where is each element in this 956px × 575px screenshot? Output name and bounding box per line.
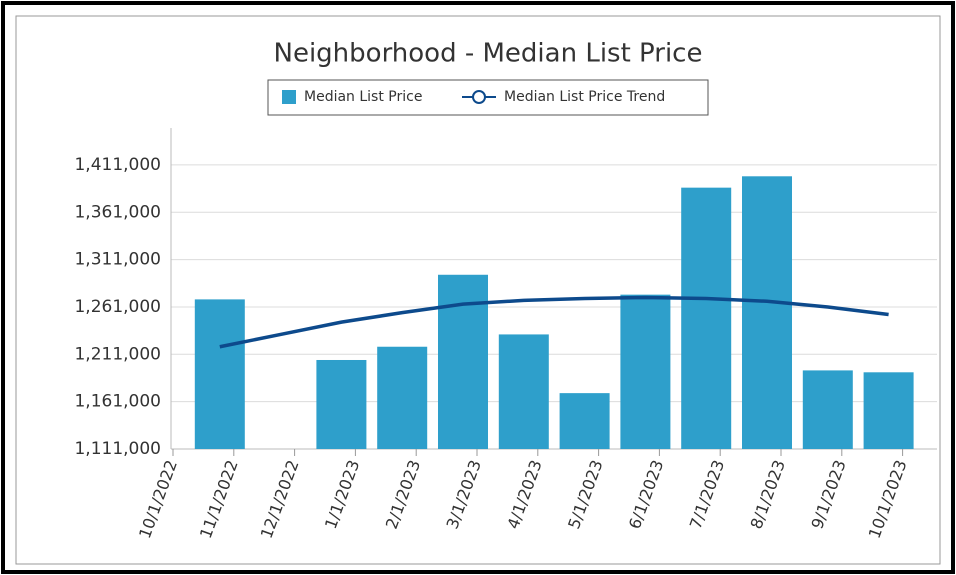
y-tick-label: 1,261,000 <box>74 297 161 317</box>
chart-title: Neighborhood - Median List Price <box>274 39 703 69</box>
x-tick-label: 8/1/2023 <box>747 457 789 531</box>
inner-frame <box>15 15 941 565</box>
bar <box>438 274 488 449</box>
trend-line <box>219 295 889 349</box>
y-tick-label: 1,411,000 <box>74 155 161 175</box>
x-tick-label: 9/1/2023 <box>807 457 849 531</box>
bar <box>377 346 428 449</box>
x-tick-label: 4/1/2023 <box>503 457 545 531</box>
x-tick-label: 10/1/2023 <box>865 457 911 541</box>
bar <box>863 372 914 449</box>
y-tick-label: 1,111,000 <box>74 439 161 459</box>
bar <box>802 370 853 449</box>
x-tick-label: 10/1/2022 <box>135 457 181 541</box>
legend-label: Median List Price <box>304 89 422 105</box>
x-tick-label: 3/1/2023 <box>443 457 485 531</box>
x-tick-label: 12/1/2022 <box>257 457 303 541</box>
legend-label: Median List Price Trend <box>504 89 665 105</box>
bar <box>742 176 792 449</box>
y-tick-label: 1,211,000 <box>74 344 161 364</box>
y-tick-label: 1,311,000 <box>74 250 161 270</box>
legend-marker <box>472 90 486 104</box>
bar <box>498 334 549 449</box>
bar <box>194 299 245 449</box>
legend-swatch <box>282 90 296 104</box>
bar <box>559 393 610 449</box>
x-tick-label: 2/1/2023 <box>382 457 424 531</box>
x-tick-label: 11/1/2022 <box>196 457 242 541</box>
x-tick-label: 5/1/2023 <box>564 457 606 531</box>
bar <box>316 359 367 449</box>
y-tick-label: 1,361,000 <box>74 202 161 222</box>
x-tick-label: 6/1/2023 <box>625 457 667 531</box>
y-tick-label: 1,161,000 <box>74 392 161 412</box>
bar <box>681 187 732 450</box>
bar <box>620 294 671 449</box>
x-tick-label: 1/1/2023 <box>321 457 363 531</box>
x-tick-label: 7/1/2023 <box>686 457 728 531</box>
